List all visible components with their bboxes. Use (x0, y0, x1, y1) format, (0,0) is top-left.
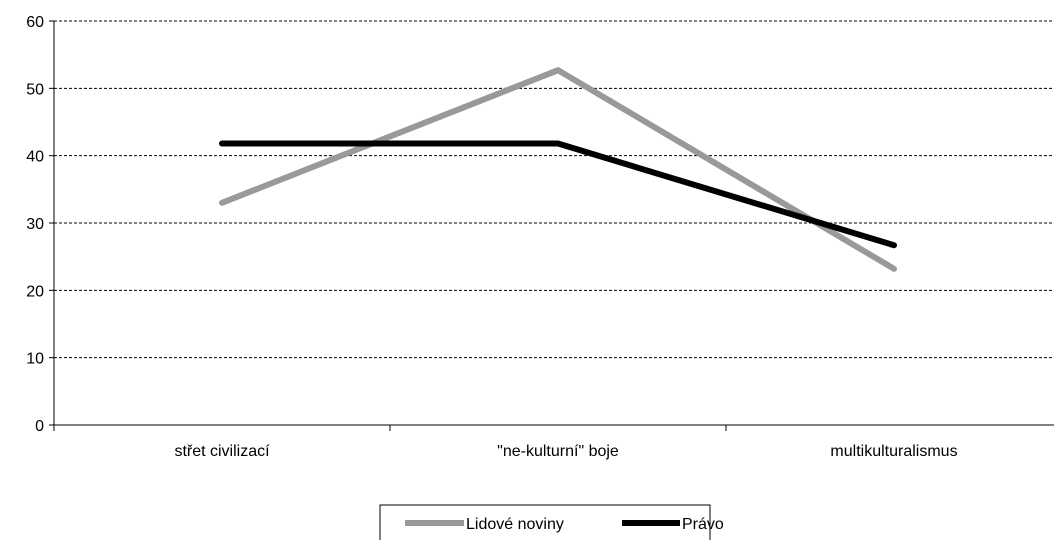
y-tick-label: 60 (26, 14, 44, 31)
y-tick-label: 30 (26, 216, 44, 233)
gridlines (54, 20, 1054, 359)
x-axis-ticks: střet civilizací "ne-kulturní" boje multik… (53, 425, 958, 460)
series-line-pravo (219, 140, 897, 249)
y-tick-label: 50 (26, 81, 44, 98)
legend: Lidové noviny Právo (379, 504, 724, 540)
series-line-lidove-noviny (219, 66, 897, 272)
legend-label-pravo: Právo (682, 516, 724, 533)
y-tick-label: 40 (26, 149, 44, 166)
y-tick-label: 20 (26, 283, 44, 300)
series-lines (219, 66, 897, 272)
y-tick-label: 0 (35, 418, 44, 435)
x-category-label: multikulturalismus (830, 443, 957, 460)
x-category-label: "ne-kulturní" boje (497, 443, 619, 460)
x-category-label: střet civilizací (174, 443, 270, 460)
y-tick-label: 10 (26, 351, 44, 368)
legend-label-lidove-noviny: Lidové noviny (466, 516, 564, 533)
y-axis-ticks: 0 10 20 30 40 50 60 (26, 14, 54, 435)
